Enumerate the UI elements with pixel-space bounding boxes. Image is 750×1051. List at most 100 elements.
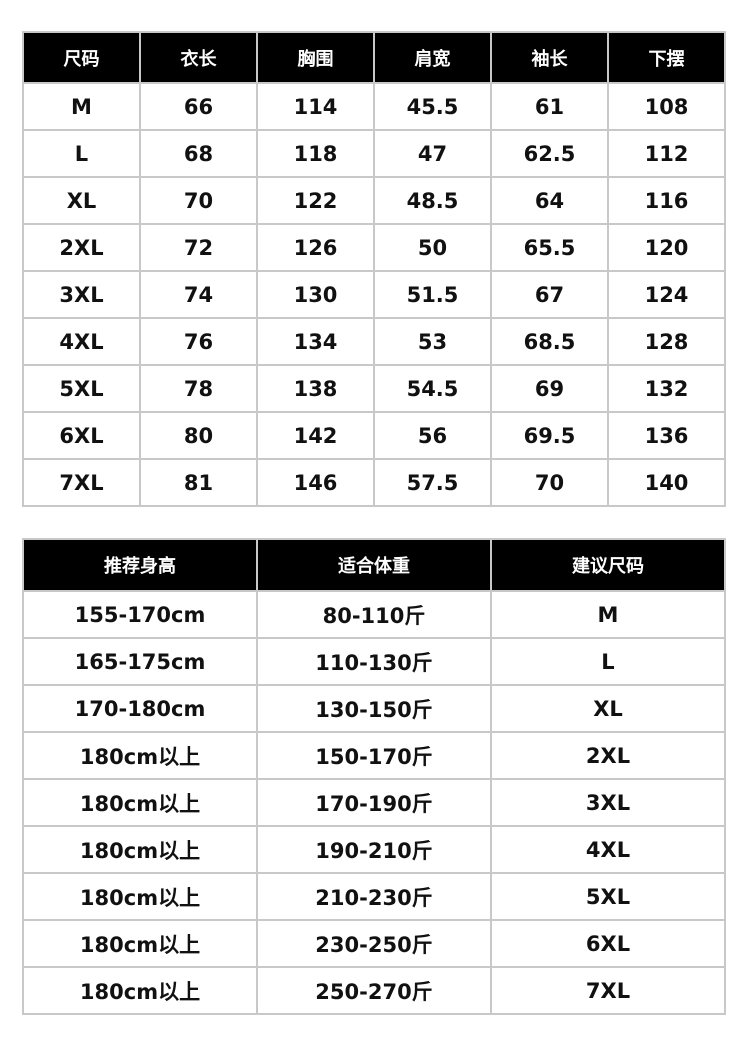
column-header: 衣长 (139, 31, 258, 84)
table-cell: 80-110斤 (256, 590, 492, 639)
table-cell: 130 (256, 270, 375, 319)
table-cell: 190-210斤 (256, 825, 492, 874)
table-cell: 64 (490, 176, 609, 225)
table-cell: 4XL (490, 825, 726, 874)
table-row: 5XL 78 138 54.5 69 132 (22, 364, 726, 413)
table-cell: 210-230斤 (256, 872, 492, 921)
table-cell: 48.5 (373, 176, 492, 225)
table-cell: 136 (607, 411, 726, 460)
table-cell: 61 (490, 82, 609, 131)
table-cell: 138 (256, 364, 375, 413)
column-header: 适合体重 (256, 538, 492, 592)
table-row: 165-175cm 110-130斤 L (22, 637, 726, 686)
table-cell: 118 (256, 129, 375, 178)
table-cell: 76 (139, 317, 258, 366)
table-cell: 146 (256, 458, 375, 507)
table-cell: 78 (139, 364, 258, 413)
table-row: 180cm以上 150-170斤 2XL (22, 731, 726, 780)
table-cell: XL (22, 176, 141, 225)
table-cell: 45.5 (373, 82, 492, 131)
table-row: 180cm以上 170-190斤 3XL (22, 778, 726, 827)
table-row: 2XL 72 126 50 65.5 120 (22, 223, 726, 272)
table-cell: 170-180cm (22, 684, 258, 733)
size-chart-header-row: 尺码 衣长 胸围 肩宽 袖长 下摆 (22, 31, 726, 84)
table-cell: 57.5 (373, 458, 492, 507)
table-cell: 126 (256, 223, 375, 272)
table-cell: 2XL (490, 731, 726, 780)
table-cell: 72 (139, 223, 258, 272)
table-cell: 132 (607, 364, 726, 413)
table-cell: 56 (373, 411, 492, 460)
table-row: XL 70 122 48.5 64 116 (22, 176, 726, 225)
table-cell: 54.5 (373, 364, 492, 413)
table-cell: 70 (490, 458, 609, 507)
column-header: 肩宽 (373, 31, 492, 84)
table-cell: 69 (490, 364, 609, 413)
table-cell: 180cm以上 (22, 731, 258, 780)
table-cell: 5XL (490, 872, 726, 921)
table-cell: 6XL (490, 919, 726, 968)
table-cell: M (22, 82, 141, 131)
table-cell: 53 (373, 317, 492, 366)
table-cell: L (22, 129, 141, 178)
table-row: 180cm以上 210-230斤 5XL (22, 872, 726, 921)
table-cell: 114 (256, 82, 375, 131)
table-cell: 112 (607, 129, 726, 178)
table-cell: 7XL (490, 966, 726, 1015)
table-cell: 80 (139, 411, 258, 460)
table-row: 180cm以上 230-250斤 6XL (22, 919, 726, 968)
table-cell: 5XL (22, 364, 141, 413)
table-cell: 3XL (22, 270, 141, 319)
table-cell: 69.5 (490, 411, 609, 460)
column-header: 下摆 (607, 31, 726, 84)
table-cell: 116 (607, 176, 726, 225)
column-header: 袖长 (490, 31, 609, 84)
table-row: M 66 114 45.5 61 108 (22, 82, 726, 131)
table-cell: 134 (256, 317, 375, 366)
table-row: 170-180cm 130-150斤 XL (22, 684, 726, 733)
table-row: 7XL 81 146 57.5 70 140 (22, 458, 726, 507)
table-cell: 47 (373, 129, 492, 178)
table-cell: 180cm以上 (22, 919, 258, 968)
table-cell: 230-250斤 (256, 919, 492, 968)
table-cell: XL (490, 684, 726, 733)
table-cell: 110-130斤 (256, 637, 492, 686)
column-header: 胸围 (256, 31, 375, 84)
table-cell: 3XL (490, 778, 726, 827)
table-cell: 65.5 (490, 223, 609, 272)
table-cell: 180cm以上 (22, 872, 258, 921)
size-recommendation-table: 推荐身高 适合体重 建议尺码 155-170cm 80-110斤 M 165-175cm 1… (22, 538, 726, 1015)
table-cell: M (490, 590, 726, 639)
table-row: 6XL 80 142 56 69.5 136 (22, 411, 726, 460)
table-cell: 155-170cm (22, 590, 258, 639)
table-cell: 180cm以上 (22, 778, 258, 827)
table-row: 4XL 76 134 53 68.5 128 (22, 317, 726, 366)
table-cell: 81 (139, 458, 258, 507)
table-cell: 124 (607, 270, 726, 319)
table-cell: 170-190斤 (256, 778, 492, 827)
table-cell: 68.5 (490, 317, 609, 366)
table-cell: 74 (139, 270, 258, 319)
table-cell: 67 (490, 270, 609, 319)
column-header: 尺码 (22, 31, 141, 84)
table-row: L 68 118 47 62.5 112 (22, 129, 726, 178)
table-cell: 108 (607, 82, 726, 131)
table-cell: 70 (139, 176, 258, 225)
table-cell: 142 (256, 411, 375, 460)
table-cell: 180cm以上 (22, 966, 258, 1015)
size-chart-table: 尺码 衣长 胸围 肩宽 袖长 下摆 M 66 114 45.5 61 108 L 68 118 47 62.5… (22, 31, 726, 507)
table-cell: 7XL (22, 458, 141, 507)
table-cell: 6XL (22, 411, 141, 460)
table-cell: 250-270斤 (256, 966, 492, 1015)
table-cell: 50 (373, 223, 492, 272)
table-row: 180cm以上 190-210斤 4XL (22, 825, 726, 874)
table-cell: 140 (607, 458, 726, 507)
table-row: 180cm以上 250-270斤 7XL (22, 966, 726, 1015)
table-cell: 122 (256, 176, 375, 225)
table-cell: 165-175cm (22, 637, 258, 686)
column-header: 建议尺码 (490, 538, 726, 592)
table-cell: 128 (607, 317, 726, 366)
table-cell: 51.5 (373, 270, 492, 319)
table-row: 3XL 74 130 51.5 67 124 (22, 270, 726, 319)
table-cell: 130-150斤 (256, 684, 492, 733)
